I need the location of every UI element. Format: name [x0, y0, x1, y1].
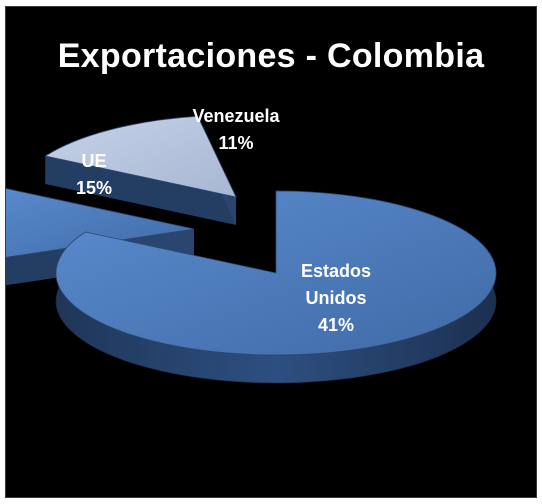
slice-estados-unidos [55, 190, 497, 384]
chart-title: Exportaciones - Colombia [57, 37, 485, 75]
slice-estados-unidos-top [55, 190, 497, 356]
slice-estados-unidos-value-text: 41% [318, 315, 354, 335]
chart-frame: Exportaciones - Colombia Venezuela 11% UE 1… [5, 6, 537, 498]
slice-ue-label: UE 15% [76, 151, 112, 198]
slice-ue-value-text: 15% [76, 178, 112, 198]
slice-venezuela-value-text: 11% [218, 133, 253, 153]
pie-chart: Venezuela 11% UE 15% Estados Unidos 41% [6, 106, 497, 384]
slice-venezuela-top [44, 115, 237, 198]
slice-venezuela [44, 115, 237, 225]
slice-venezuela-name-text: Venezuela [192, 106, 280, 126]
slice-ue-name-text: UE [81, 151, 106, 171]
slice-estados-unidos-label: Estados Unidos 41% [301, 261, 371, 335]
slice-venezuela-label: Venezuela 11% [192, 106, 280, 153]
slice-ue-top [6, 188, 195, 258]
slice-venezuela-cut-a [45, 156, 236, 225]
slice-estados-unidos-name-text: Unidos [306, 288, 367, 308]
slice-estados-unidos-name-text: Estados [301, 261, 371, 281]
